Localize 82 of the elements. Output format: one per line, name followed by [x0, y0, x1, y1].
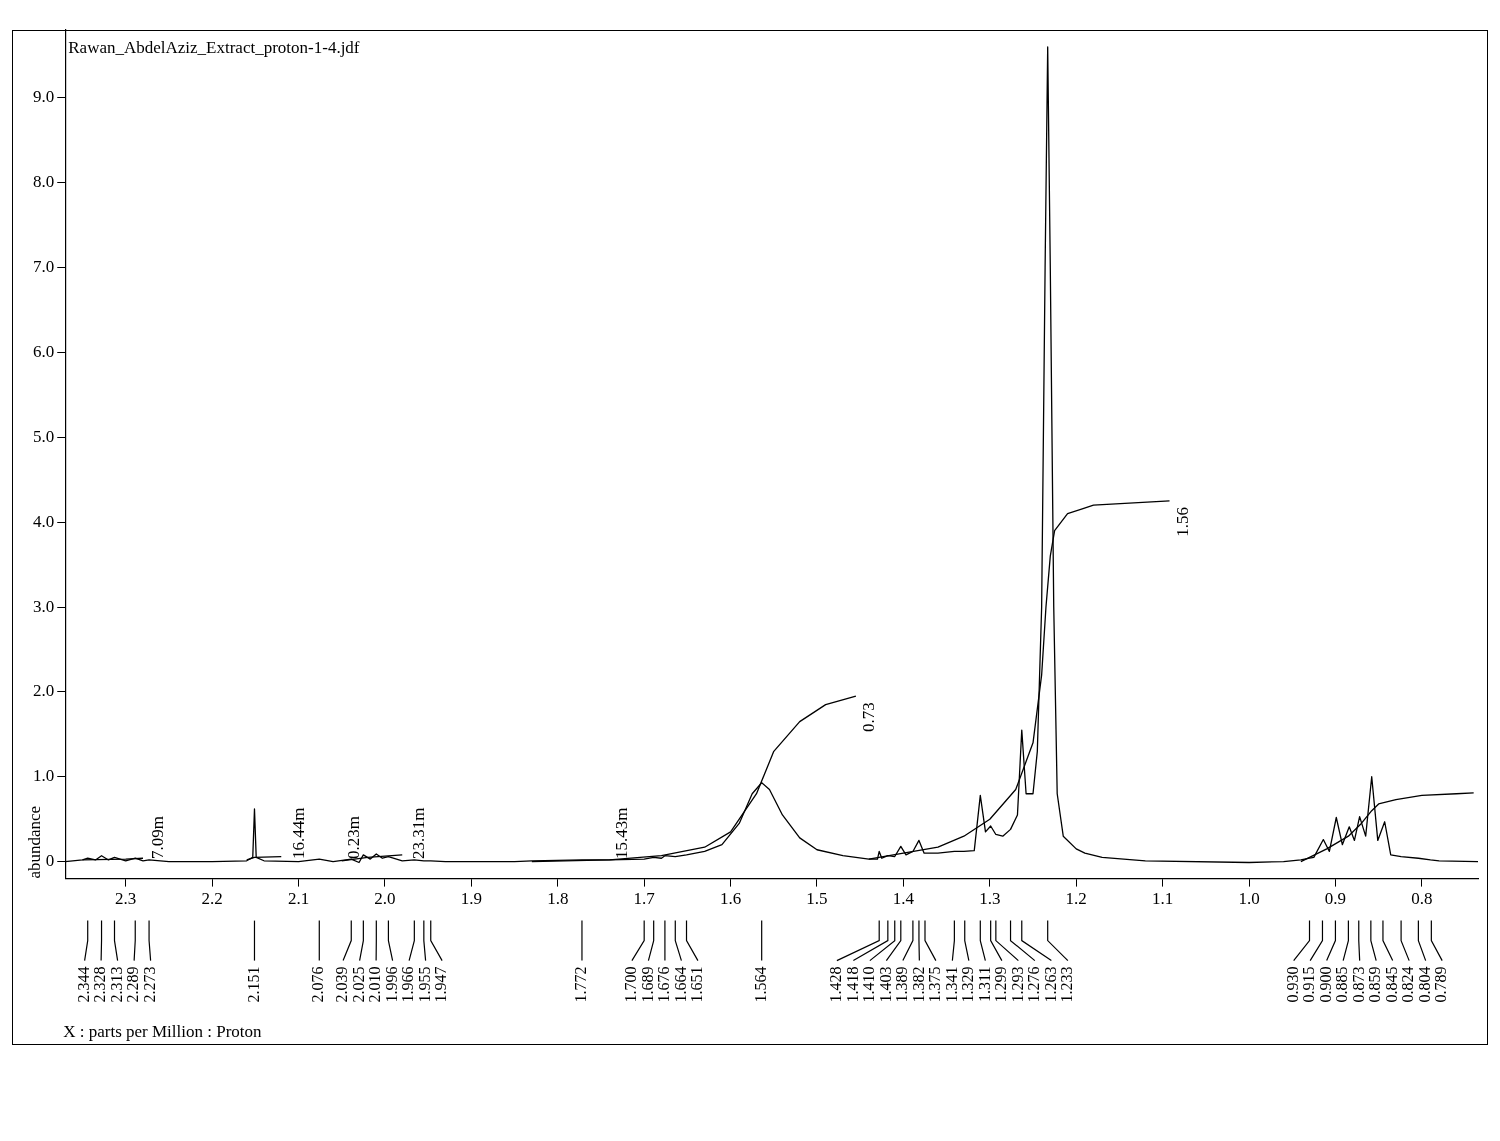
x-tick-label: 2.2	[201, 889, 223, 909]
y-tick-label: 3.0	[33, 596, 55, 616]
annotation: 1.676	[655, 966, 673, 1003]
y-tick-label: 8.0	[33, 172, 55, 192]
annotation: 2.273	[140, 966, 158, 1003]
annotation: 2.313	[107, 966, 125, 1003]
annotation: 1.382	[909, 966, 927, 1003]
x-tick-label: 1.9	[460, 889, 482, 909]
annotation: 0.873	[1349, 966, 1367, 1003]
annotation: 1.700	[622, 966, 640, 1003]
annotation: 1.341	[942, 966, 960, 1003]
x-tick-label: 1.3	[979, 889, 1001, 909]
annotation: 1.955	[415, 966, 433, 1003]
x-tick-label: 1.1	[1151, 889, 1174, 909]
annotation: 0.804	[1415, 966, 1433, 1003]
annotation: 23.31m	[408, 807, 428, 860]
annotation: 1.564	[751, 966, 769, 1003]
annotation: 7.09m	[148, 816, 168, 860]
y-tick-label: 4.0	[33, 511, 55, 531]
annotation: 1.263	[1041, 966, 1059, 1003]
annotation: 1.311	[975, 966, 993, 1003]
annotation: 0.930	[1283, 966, 1301, 1003]
y-tick-label: 5.0	[33, 426, 55, 446]
annotation: 1.329	[959, 966, 977, 1003]
annotation: 1.418	[843, 966, 861, 1003]
annotation: 1.428	[827, 966, 845, 1003]
x-tick-label: 2.3	[115, 889, 137, 909]
annotation: 2.289	[124, 966, 142, 1003]
annotation: 2.328	[91, 966, 109, 1003]
y-tick-label: 9.0	[33, 87, 55, 107]
x-tick-label: 0.9	[1324, 889, 1347, 909]
x-tick-label: 1.5	[806, 889, 828, 909]
annotation: 2.076	[309, 966, 327, 1003]
x-tick-label: 0.8	[1411, 889, 1433, 909]
x-tick-label: 1.7	[633, 889, 656, 909]
annotation: 1.664	[671, 966, 689, 1003]
annotation: 1.996	[382, 966, 400, 1003]
annotation: 1.276	[1025, 966, 1043, 1003]
text: X : parts per Million : Proton	[63, 1022, 263, 1041]
y-tick-label: 7.0	[33, 257, 55, 277]
annotation: 0.900	[1316, 966, 1334, 1003]
annotation: 0.73	[859, 702, 879, 732]
y-tick-label: 2.0	[33, 681, 55, 701]
annotation: 1.772	[572, 966, 590, 1003]
annotation: 0.23m	[344, 816, 364, 860]
x-tick-label: 1.6	[719, 889, 742, 909]
annotation: 0.915	[1300, 966, 1318, 1003]
annotation: 0.789	[1432, 966, 1450, 1003]
annotation: 1.233	[1058, 966, 1076, 1003]
annotation: 1.966	[399, 966, 417, 1003]
annotation: 0.824	[1399, 966, 1417, 1003]
x-tick-label: 2.1	[287, 889, 310, 909]
x-tick-label: 1.0	[1238, 889, 1260, 909]
y-tick-label: 0	[45, 851, 55, 871]
annotation: 0.845	[1382, 966, 1400, 1003]
annotation: 1.403	[876, 966, 894, 1003]
annotation: 2.025	[349, 966, 367, 1003]
x-tick-label: 2.0	[374, 889, 396, 909]
annotation: 16.44m	[288, 807, 308, 860]
y-tick-label: 6.0	[33, 341, 55, 361]
annotation: 1.56	[1173, 506, 1192, 537]
annotation: 2.039	[333, 966, 351, 1003]
annotation: 2.010	[366, 966, 384, 1003]
annotation: 1.947	[432, 966, 450, 1003]
annotation: 1.299	[992, 966, 1010, 1003]
annotation: 0.885	[1333, 966, 1351, 1003]
annotation: 0.859	[1366, 966, 1384, 1003]
annotation: 1.651	[688, 966, 706, 1003]
annotation: 1.689	[638, 966, 656, 1003]
annotation: 15.43m	[612, 807, 632, 860]
text: Rawan_AbdelAziz_Extract_proton-1-4.jdf	[68, 37, 360, 57]
annotation: 1.410	[860, 966, 878, 1003]
x-tick-label: 1.8	[547, 889, 569, 909]
annotation: 2.151	[244, 966, 262, 1003]
y-axis-title: abundance	[25, 805, 45, 879]
annotation: 1.389	[893, 966, 911, 1003]
annotation: 2.344	[74, 966, 92, 1003]
annotation: 1.375	[926, 966, 944, 1003]
annotation: 1.293	[1008, 966, 1026, 1003]
x-tick-label: 1.2	[1065, 889, 1087, 909]
y-tick-label: 1.0	[33, 766, 55, 786]
x-tick-label: 1.4	[892, 889, 915, 909]
